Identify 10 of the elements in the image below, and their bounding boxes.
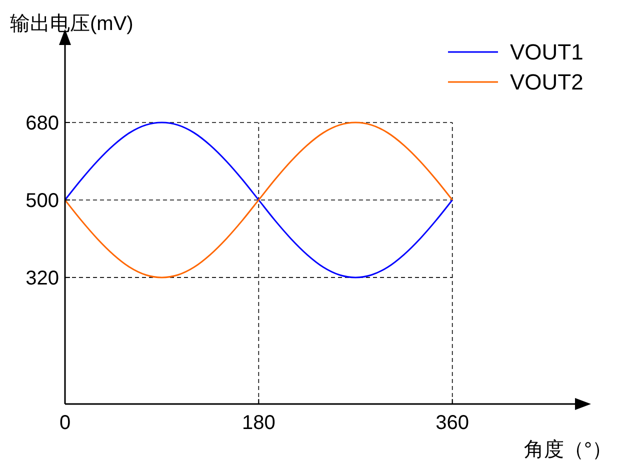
legend-label: VOUT1: [510, 40, 584, 65]
y-tick-label: 680: [26, 112, 59, 134]
x-tick-label: 360: [436, 412, 470, 434]
x-tick-label: 180: [242, 412, 276, 434]
x-tick-label: 0: [59, 412, 71, 434]
x-axis-title: 角度（°）: [524, 439, 612, 461]
y-tick-label: 320: [26, 267, 59, 290]
y-axis-title: 输出电压(mV): [10, 13, 134, 35]
legend-label: VOUT2: [510, 70, 584, 95]
y-tick-label: 500: [26, 190, 59, 212]
